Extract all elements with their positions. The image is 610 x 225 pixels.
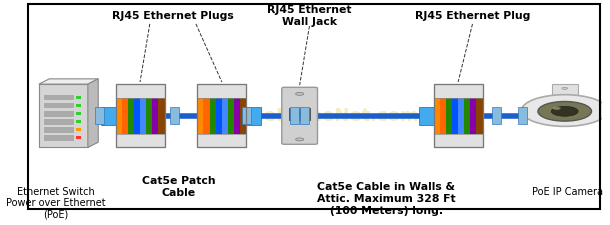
FancyBboxPatch shape [282, 87, 317, 144]
Bar [76, 120, 81, 123]
Bar [101, 107, 115, 125]
Bar [290, 111, 309, 118]
Bar [452, 98, 458, 134]
FancyBboxPatch shape [434, 84, 483, 147]
Text: RJ45 Ethernet Plug: RJ45 Ethernet Plug [415, 11, 530, 21]
Bar [76, 112, 81, 115]
Text: Cat5e Cable in Walls &
Attic. Maximum 328 Ft
(100 Meters) long.: Cat5e Cable in Walls & Attic. Maximum 32… [317, 182, 456, 216]
Bar [289, 108, 310, 120]
Bar [210, 98, 216, 134]
Bar [464, 98, 470, 134]
Circle shape [553, 107, 561, 110]
Text: Cat5e Patch
Cable: Cat5e Patch Cable [142, 176, 215, 198]
Bar [290, 107, 299, 124]
FancyBboxPatch shape [198, 84, 246, 147]
Bar [159, 98, 165, 134]
Bar [44, 135, 73, 140]
Text: RJ45 Ethernet Plugs: RJ45 Ethernet Plugs [112, 11, 234, 21]
Bar [134, 98, 140, 134]
Bar [198, 98, 204, 134]
Bar [419, 107, 434, 125]
Circle shape [538, 101, 592, 121]
Bar [44, 127, 73, 132]
Bar [127, 98, 134, 134]
Circle shape [522, 95, 608, 126]
Text: Ethernet Switch
Power over Ethernet
(PoE): Ethernet Switch Power over Ethernet (PoE… [6, 187, 106, 220]
Bar [44, 95, 73, 99]
Circle shape [551, 106, 578, 116]
Bar [216, 98, 222, 134]
Bar [446, 98, 452, 134]
Polygon shape [39, 79, 98, 84]
Bar [470, 98, 476, 134]
Bar [492, 107, 501, 124]
Text: RJ45 Ethernet
Wall Jack: RJ45 Ethernet Wall Jack [267, 5, 352, 27]
FancyBboxPatch shape [115, 84, 165, 147]
FancyBboxPatch shape [552, 84, 578, 97]
Bar [76, 96, 81, 99]
Bar [246, 107, 261, 125]
Bar [222, 98, 228, 134]
Circle shape [562, 87, 567, 89]
Bar [434, 98, 440, 134]
Bar [458, 98, 464, 134]
Bar [518, 107, 527, 124]
Bar [234, 98, 240, 134]
Bar [121, 98, 127, 134]
Bar [146, 98, 152, 134]
Bar [140, 98, 146, 134]
Polygon shape [39, 84, 88, 147]
Bar [115, 98, 121, 134]
Bar [95, 107, 104, 124]
Bar [242, 107, 251, 124]
Bar [44, 103, 73, 107]
Bar [240, 98, 246, 134]
Circle shape [296, 138, 304, 141]
Bar [44, 119, 73, 124]
Bar [76, 104, 81, 107]
Polygon shape [88, 79, 98, 147]
Bar [152, 98, 159, 134]
Circle shape [296, 92, 304, 95]
Bar [76, 128, 81, 131]
Bar [204, 98, 210, 134]
Bar [476, 98, 483, 134]
Bar [76, 136, 81, 139]
Bar [170, 107, 179, 124]
Bar [440, 98, 446, 134]
Bar [228, 98, 234, 134]
Bar [44, 111, 73, 116]
Text: PoE IP Camera: PoE IP Camera [532, 187, 603, 197]
Bar [300, 107, 309, 124]
Text: SimpleHomeNet.com: SimpleHomeNet.com [208, 107, 420, 125]
